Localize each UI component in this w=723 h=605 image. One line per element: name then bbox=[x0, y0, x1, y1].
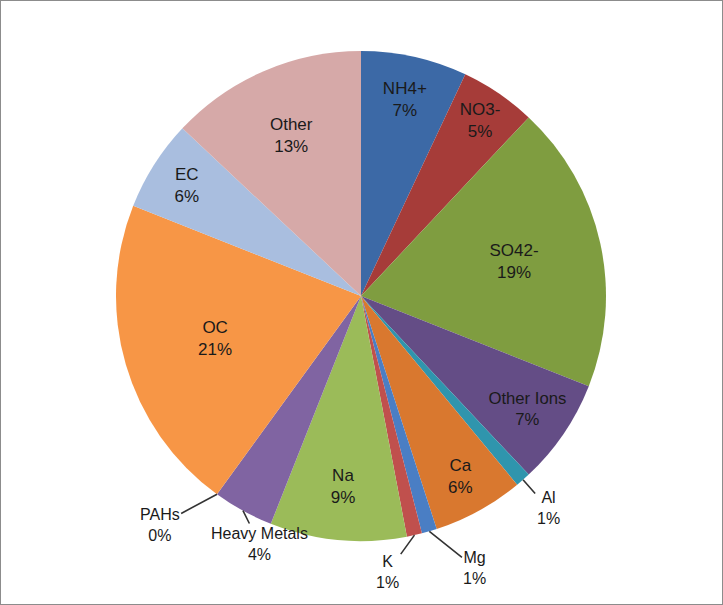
svg-text:Ca6%: Ca6% bbox=[448, 456, 473, 497]
svg-text:Mg1%: Mg1% bbox=[463, 549, 486, 587]
svg-text:PAHs0%: PAHs0% bbox=[140, 506, 180, 544]
svg-text:Other13%: Other13% bbox=[270, 115, 313, 156]
svg-text:Al1%: Al1% bbox=[537, 489, 560, 527]
svg-text:K1%: K1% bbox=[376, 553, 399, 591]
svg-text:SO42-19%: SO42-19% bbox=[489, 241, 538, 282]
svg-text:Heavy Metals4%: Heavy Metals4% bbox=[211, 525, 308, 563]
svg-text:Other Ions7%: Other Ions7% bbox=[488, 389, 566, 430]
svg-text:OC21%: OC21% bbox=[198, 318, 232, 359]
svg-text:NH4+7%: NH4+7% bbox=[383, 79, 427, 120]
svg-text:EC6%: EC6% bbox=[174, 165, 199, 206]
svg-text:NO3-5%: NO3-5% bbox=[460, 100, 501, 141]
svg-text:Na9%: Na9% bbox=[331, 466, 356, 507]
